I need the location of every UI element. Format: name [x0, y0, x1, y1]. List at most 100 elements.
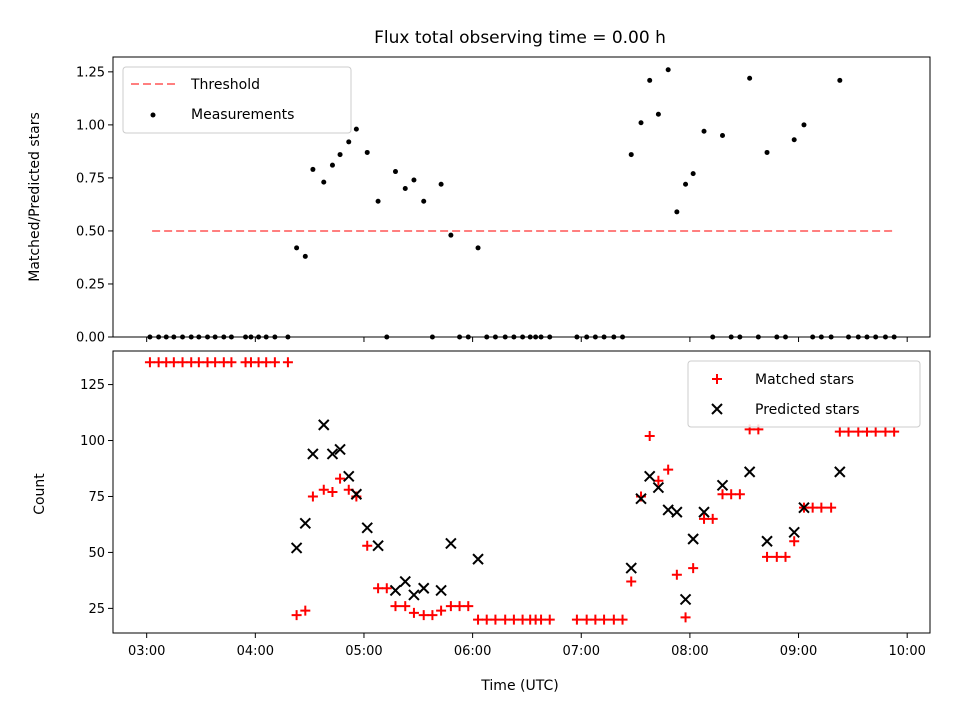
- measurement-point: [364, 149, 370, 155]
- measurement-point: [638, 120, 644, 126]
- measurement-point: [791, 137, 797, 143]
- measurement-point: [353, 126, 359, 132]
- ratio-panel: Flux total observing time = 0.00 h Match…: [27, 28, 931, 346]
- measurement-point: [302, 253, 308, 259]
- legend-bottom: Matched stars Predicted stars: [687, 360, 921, 428]
- matched-star-point: [481, 614, 492, 625]
- measurement-point: [402, 186, 408, 192]
- matched-star-point: [571, 614, 582, 625]
- measurement-point: [801, 122, 807, 128]
- legend-measurements-label: Measurements: [191, 107, 294, 123]
- matched-star-point: [816, 502, 827, 513]
- legend-matched-swatch: [712, 374, 722, 384]
- plot-frame-top: [112, 56, 931, 338]
- matched-star-point: [889, 426, 900, 437]
- legend-plus-mark: [712, 374, 722, 384]
- matched-star-point: [144, 357, 155, 368]
- measurement-point: [392, 169, 398, 175]
- predicted-star-point: [643, 470, 656, 483]
- matched-star-point: [599, 614, 610, 625]
- matched-star-point: [644, 431, 655, 442]
- legend-box: [687, 360, 921, 428]
- matched-star-point: [590, 614, 601, 625]
- matched-star-point: [427, 610, 438, 621]
- measurement-point: [690, 171, 696, 177]
- y-tick-label: 0.00: [76, 331, 105, 346]
- predicted-star-point: [334, 443, 346, 456]
- matched-star-point: [807, 502, 818, 513]
- predicted-star-point: [343, 470, 355, 483]
- matched-star-point: [261, 357, 272, 368]
- predicted-star-point: [652, 481, 665, 494]
- predicted-star-point: [743, 466, 756, 478]
- measurement-point: [438, 181, 444, 187]
- matched-star-point: [870, 426, 881, 437]
- measurement-point: [321, 179, 327, 185]
- matched-star-point: [544, 614, 555, 625]
- predicted-star-point: [408, 589, 420, 601]
- matched-star-point: [193, 357, 204, 368]
- x-tick-label: 07:00: [563, 644, 600, 659]
- predicted-star-point: [687, 533, 699, 545]
- predicted-star-point: [307, 448, 319, 460]
- matched-star-point: [608, 614, 619, 625]
- matched-star-point: [381, 583, 392, 594]
- matched-star-point: [508, 614, 519, 625]
- y-axis-label-bottom: Count: [32, 473, 48, 515]
- measurement-point: [475, 245, 481, 251]
- matched-star-point: [210, 357, 221, 368]
- predicted-star-point: [361, 522, 373, 534]
- count-panel: Count Time (UTC) 25 50 75 100 125 03:00 04:00…: [32, 350, 931, 694]
- predicted-star-point: [679, 593, 692, 606]
- measurement-point: [665, 67, 671, 73]
- y-tick-label: 1.25: [76, 65, 105, 80]
- legend-top: Threshold Measurements: [122, 66, 352, 134]
- matched-star-point: [500, 614, 511, 625]
- predicted-star-point: [834, 466, 846, 478]
- predicted-star-point: [761, 535, 773, 547]
- predicted-star-point: [299, 517, 312, 530]
- legend-predicted-swatch: [711, 403, 723, 415]
- x-tick-label: 03:00: [128, 644, 165, 659]
- matched-star-point: [300, 605, 311, 616]
- x-tick-label: 09:00: [780, 644, 817, 659]
- matched-star-point: [726, 489, 737, 500]
- predicted-star-point: [389, 584, 402, 597]
- measurement-point: [837, 77, 843, 83]
- measurement-point: [346, 139, 352, 145]
- y-tick-label: 1.00: [76, 118, 105, 133]
- matched-star-point: [269, 357, 280, 368]
- legend-threshold-label: Threshold: [190, 77, 260, 93]
- measurement-point: [310, 166, 316, 172]
- matched-star-point: [671, 569, 682, 580]
- matched-star-point: [626, 576, 637, 587]
- plot-frame-bottom: [112, 350, 931, 634]
- measurement-point: [628, 152, 634, 158]
- matched-star-point: [861, 426, 872, 437]
- y-tick-label: 0.25: [76, 277, 105, 292]
- matched-star-point: [834, 426, 845, 437]
- predicted-star-point: [318, 419, 330, 431]
- x-tick-label: 04:00: [237, 644, 274, 659]
- matched-star-point: [390, 601, 401, 612]
- matched-star-point: [762, 551, 773, 562]
- matched-star-point: [282, 357, 293, 368]
- predicted-star-point: [418, 582, 430, 594]
- y-tick-label: 0.75: [76, 171, 105, 186]
- predicted-star-point: [445, 537, 457, 550]
- matched-star-point: [688, 563, 699, 574]
- legend-x-mark: [711, 403, 723, 415]
- matched-star-point: [473, 614, 484, 625]
- predicted-star-point: [372, 540, 384, 552]
- matched-star-point: [454, 601, 465, 612]
- measurement-point: [411, 177, 417, 183]
- matched-star-point: [734, 489, 745, 500]
- measurement-point: [701, 128, 707, 134]
- x-axis-label: Time (UTC): [480, 678, 558, 694]
- matched-star-point: [291, 610, 302, 621]
- predicted-star-point: [716, 479, 729, 491]
- matched-star-point: [780, 551, 791, 562]
- matched-star-point: [168, 357, 179, 368]
- predicted-star-point: [326, 448, 339, 460]
- matched-star-point: [307, 491, 318, 502]
